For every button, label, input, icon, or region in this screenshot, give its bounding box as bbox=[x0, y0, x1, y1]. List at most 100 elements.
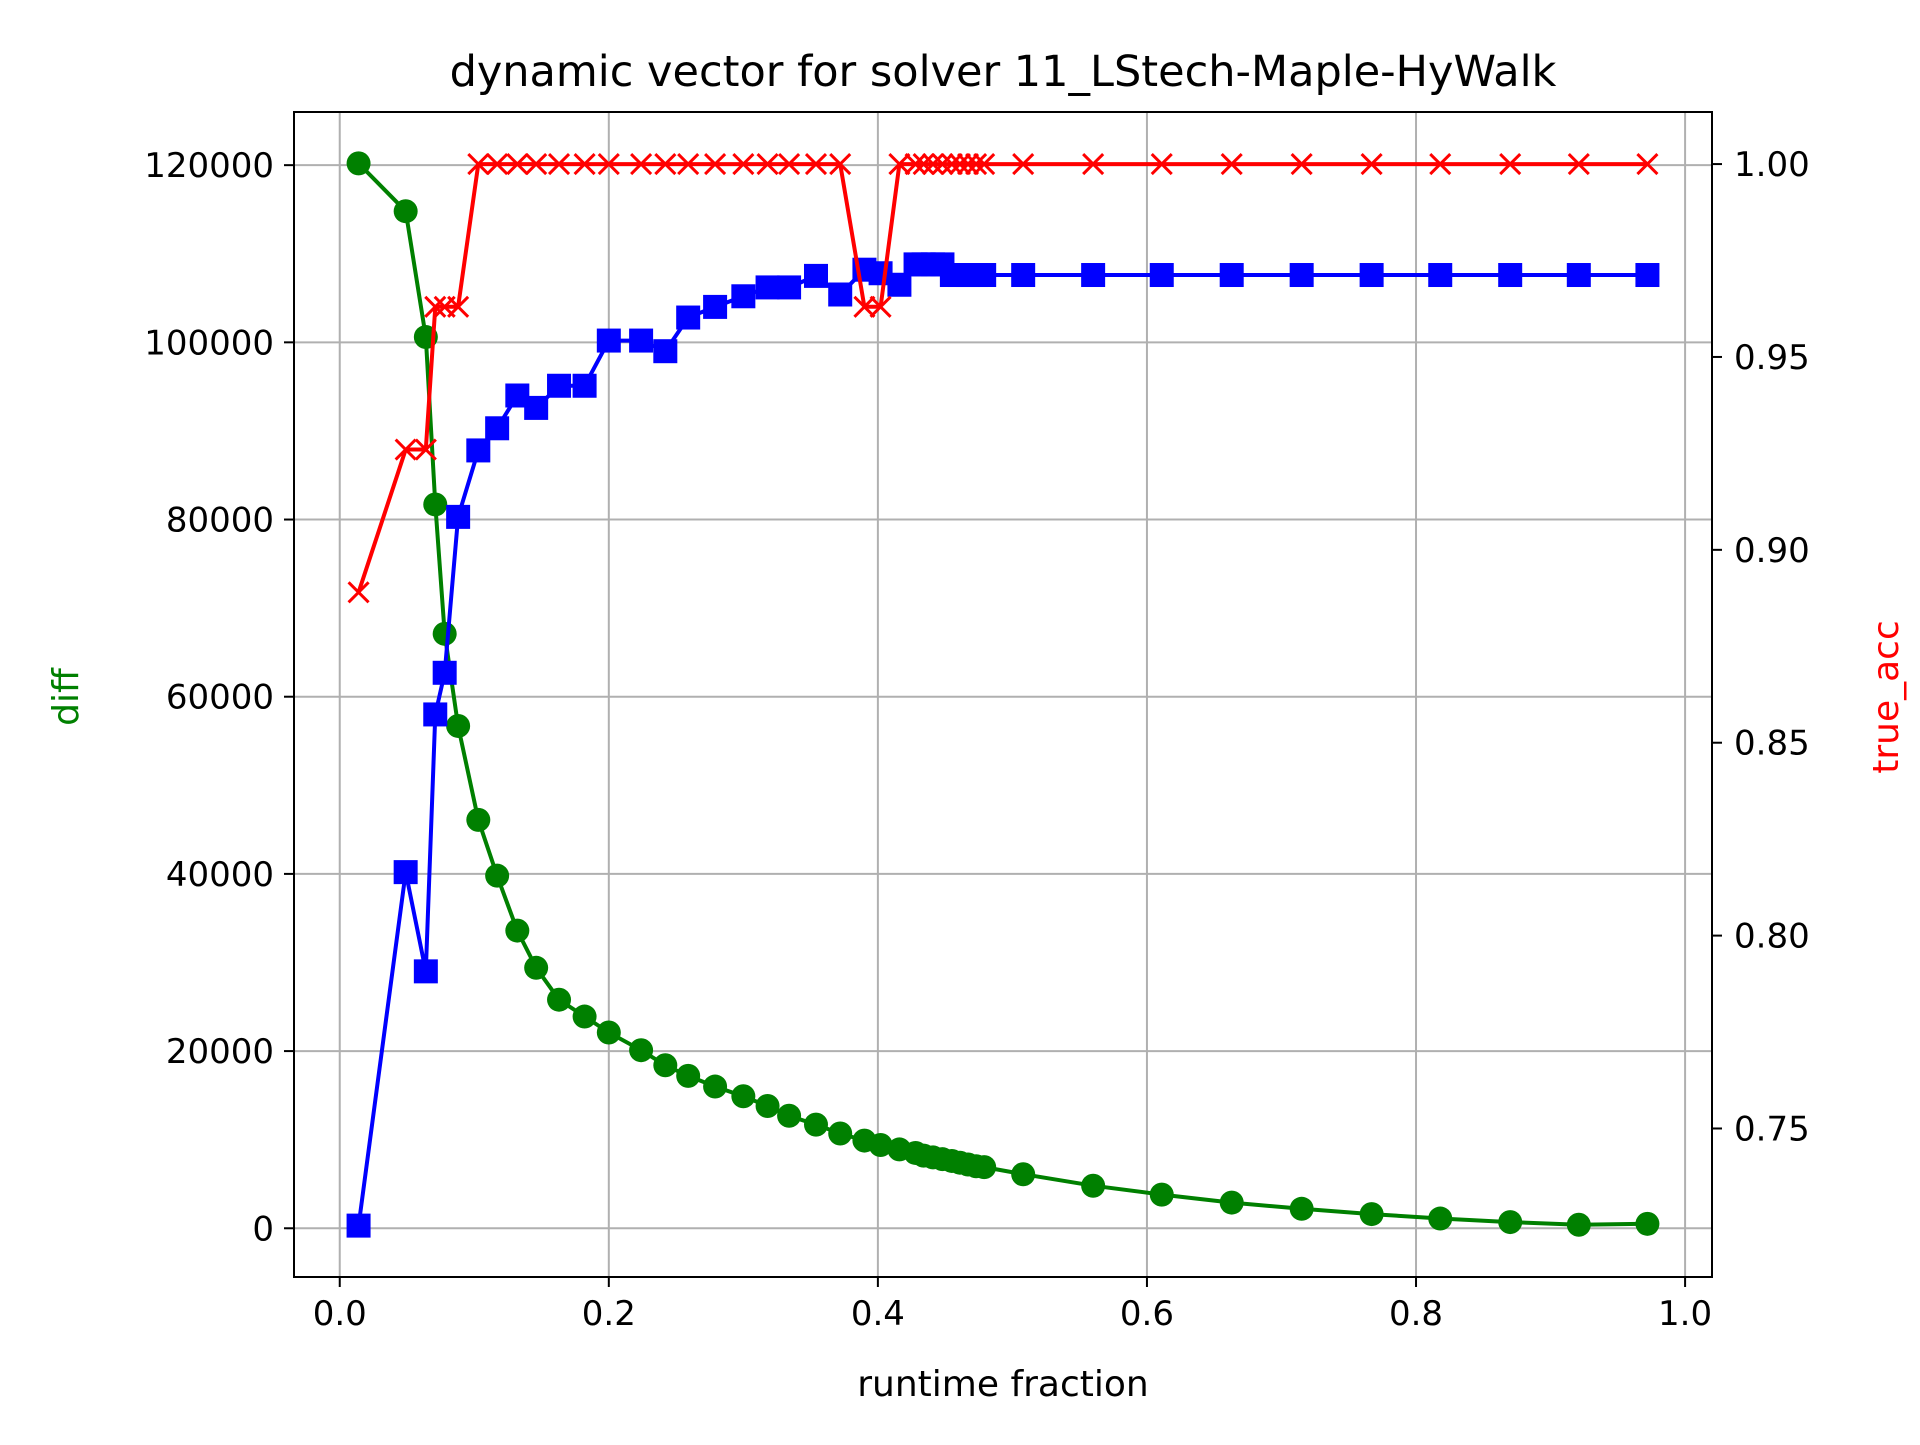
data-point-x bbox=[704, 153, 727, 176]
data-point-square bbox=[676, 305, 701, 330]
y-tick-label-left: 80000 bbox=[166, 501, 274, 541]
y-tick-label-left: 120000 bbox=[144, 146, 274, 186]
y-tick-label-right: 0.80 bbox=[1734, 917, 1810, 957]
data-point-square bbox=[972, 263, 997, 288]
y-tick-label-left: 0 bbox=[252, 1209, 274, 1249]
data-point-x bbox=[829, 153, 852, 176]
data-point-x bbox=[506, 153, 529, 176]
data-point-circle bbox=[1566, 1212, 1591, 1237]
x-axis-title: runtime fraction bbox=[857, 1364, 1149, 1405]
data-point-circle bbox=[572, 1004, 597, 1029]
data-point-circle bbox=[777, 1103, 802, 1128]
data-point-square bbox=[1359, 263, 1384, 288]
data-point-square bbox=[413, 959, 438, 984]
data-point-circle bbox=[1498, 1210, 1523, 1235]
data-point-square bbox=[731, 284, 756, 309]
data-point-square bbox=[547, 373, 572, 398]
data-point-square bbox=[803, 263, 828, 288]
series-line bbox=[356, 162, 1648, 593]
series-line bbox=[356, 262, 1648, 1226]
y-tick-label-right: 0.85 bbox=[1734, 724, 1810, 764]
data-point-circle bbox=[446, 713, 471, 738]
plot-series bbox=[346, 151, 1660, 1238]
data-point-x bbox=[973, 153, 996, 176]
y-tick-label-left: 100000 bbox=[144, 323, 274, 363]
data-point-square bbox=[423, 702, 448, 727]
data-point-x bbox=[1636, 153, 1659, 176]
data-point-x bbox=[931, 153, 954, 176]
data-point-x bbox=[486, 153, 509, 176]
x-tick-label: 1.0 bbox=[1658, 1294, 1712, 1334]
plot-frame bbox=[293, 111, 1713, 1278]
data-point-circle bbox=[1149, 1182, 1174, 1207]
data-point-x bbox=[1499, 153, 1522, 176]
data-point-square bbox=[485, 416, 510, 441]
data-point-circle bbox=[1081, 1173, 1106, 1198]
data-point-x bbox=[394, 438, 417, 461]
data-point-square bbox=[703, 294, 728, 319]
data-point-x bbox=[1360, 153, 1383, 176]
data-point-square bbox=[1428, 263, 1453, 288]
data-point-x bbox=[597, 153, 620, 176]
data-point-x bbox=[1082, 153, 1105, 176]
data-point-x bbox=[1150, 153, 1173, 176]
data-point-x bbox=[630, 153, 653, 176]
y-tick-label-right: 0.95 bbox=[1734, 338, 1810, 378]
data-point-circle bbox=[346, 151, 371, 176]
data-point-x bbox=[414, 438, 437, 461]
data-point-circle bbox=[629, 1038, 654, 1063]
data-point-square bbox=[828, 282, 853, 307]
y-tick-label-right: 1.00 bbox=[1734, 145, 1810, 185]
data-point-x bbox=[956, 153, 980, 176]
data-point-circle bbox=[547, 987, 572, 1012]
data-point-x bbox=[347, 581, 370, 604]
data-point-x bbox=[804, 153, 828, 176]
data-point-x bbox=[447, 295, 470, 318]
data-point-x bbox=[888, 153, 911, 176]
data-point-x bbox=[732, 153, 755, 176]
data-point-circle bbox=[393, 199, 418, 224]
data-point-circle bbox=[423, 492, 448, 517]
data-point-x bbox=[904, 153, 927, 176]
data-point-square bbox=[1566, 263, 1591, 288]
data-point-square bbox=[1011, 263, 1036, 288]
data-point-square bbox=[1289, 263, 1314, 288]
data-point-x bbox=[525, 153, 548, 176]
data-point-x bbox=[547, 153, 571, 176]
x-tick-label: 0.4 bbox=[851, 1294, 905, 1334]
data-point-circle bbox=[596, 1020, 621, 1045]
data-point-x bbox=[467, 153, 490, 176]
data-point-x bbox=[1220, 153, 1243, 176]
x-tick-label: 0.2 bbox=[582, 1294, 636, 1334]
data-point-x bbox=[778, 153, 801, 176]
data-point-circle bbox=[505, 918, 530, 943]
data-point-circle bbox=[972, 1155, 997, 1180]
data-point-square bbox=[596, 328, 621, 353]
series-square-1 bbox=[346, 252, 1660, 1238]
data-point-square bbox=[887, 272, 912, 297]
data-point-square bbox=[1149, 263, 1174, 288]
data-point-square bbox=[572, 373, 597, 398]
data-point-circle bbox=[466, 807, 491, 832]
x-tick-label: 0.0 bbox=[313, 1294, 367, 1334]
data-point-circle bbox=[868, 1132, 893, 1157]
data-point-x bbox=[948, 153, 972, 176]
data-point-circle bbox=[1428, 1206, 1453, 1231]
data-point-square bbox=[1081, 263, 1106, 288]
data-point-x bbox=[940, 153, 963, 176]
y-axis-title-left: diff bbox=[46, 667, 87, 726]
y-axis-title-right: true_acc bbox=[1866, 620, 1907, 774]
data-point-x bbox=[1567, 153, 1590, 176]
data-point-circle bbox=[524, 955, 549, 980]
data-point-circle bbox=[432, 621, 457, 646]
data-point-x bbox=[1290, 153, 1313, 176]
axis-ticks: 0.0 0.2 0.4 0.6 0.8 1.00200004000060000800001… bbox=[144, 145, 1810, 1334]
data-point-circle bbox=[1635, 1211, 1660, 1236]
x-tick-label: 0.6 bbox=[1120, 1294, 1174, 1334]
data-point-square bbox=[346, 1213, 371, 1238]
data-point-circle bbox=[731, 1084, 756, 1109]
data-point-square bbox=[653, 339, 678, 364]
data-point-x bbox=[424, 295, 447, 318]
data-point-x bbox=[912, 153, 935, 176]
